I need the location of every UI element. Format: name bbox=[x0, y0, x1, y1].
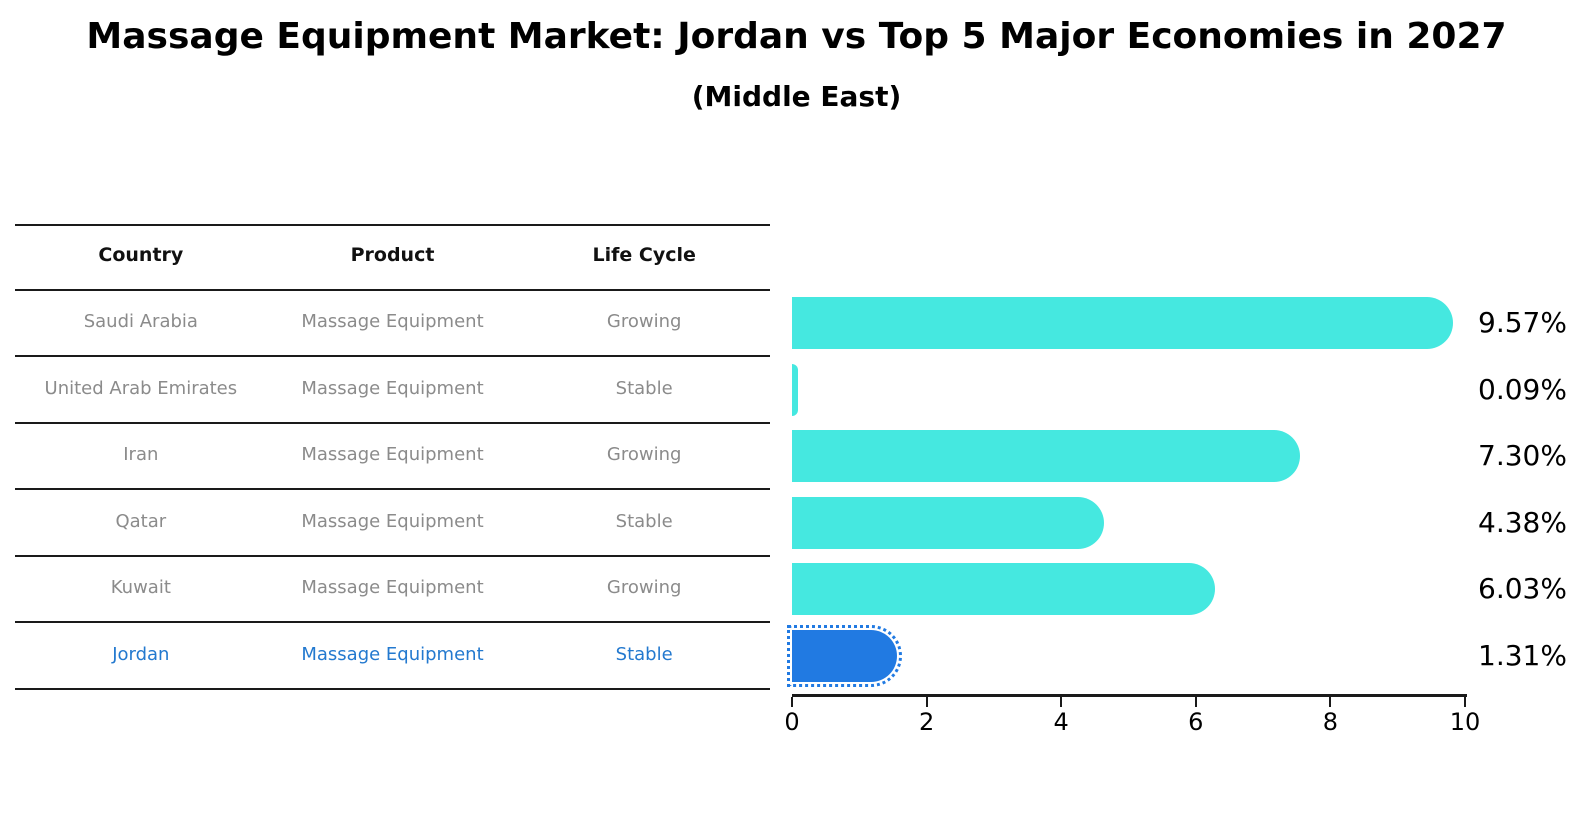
table-separator-line bbox=[15, 355, 770, 357]
table-cell-country: Kuwait bbox=[110, 577, 171, 598]
table-cell-life-cycle: Growing bbox=[606, 444, 682, 465]
x-tick-mark bbox=[1329, 697, 1332, 707]
x-tick-label: 8 bbox=[1322, 708, 1339, 736]
table-cell-country: Saudi Arabia bbox=[83, 311, 198, 332]
table-separator-line bbox=[15, 422, 770, 424]
bar-value-label: 9.57% bbox=[1478, 306, 1567, 339]
x-tick-mark bbox=[925, 697, 928, 707]
table-cell-country: Qatar bbox=[115, 511, 167, 532]
x-axis-line bbox=[792, 694, 1467, 697]
chart-title: Massage Equipment Market: Jordan vs Top … bbox=[86, 16, 1507, 57]
table-cell-product: Massage Equipment bbox=[301, 378, 484, 399]
x-tick-mark bbox=[1464, 697, 1466, 707]
table-row: Jordan Massage Equipment Stable bbox=[15, 644, 770, 665]
table-cell-life-cycle: Stable bbox=[615, 644, 673, 665]
table-row: Qatar Massage Equipment Stable bbox=[15, 511, 770, 532]
table-cell-product: Massage Equipment bbox=[301, 444, 484, 465]
table-cell-country: Jordan bbox=[112, 644, 170, 665]
bar-value-label: 1.31% bbox=[1478, 639, 1567, 672]
x-tick-label: 4 bbox=[1053, 708, 1069, 736]
x-tick-label: 6 bbox=[1188, 708, 1204, 736]
table-cell-country: Iran bbox=[123, 444, 159, 465]
table-separator-line bbox=[15, 224, 770, 226]
table-separator-line bbox=[15, 488, 770, 490]
bar-saudi-arabia bbox=[792, 297, 1454, 349]
column-header-product: Product bbox=[350, 244, 435, 266]
table-cell-life-cycle: Stable bbox=[615, 378, 673, 399]
bar-kuwait bbox=[792, 563, 1215, 615]
table-cell-product: Massage Equipment bbox=[301, 311, 484, 332]
table-separator-line bbox=[15, 555, 770, 557]
bar-jordan bbox=[786, 625, 903, 687]
table-row: Kuwait Massage Equipment Growing bbox=[15, 577, 770, 598]
table-cell-life-cycle: Growing bbox=[606, 577, 682, 598]
bar-value-label: 6.03% bbox=[1478, 572, 1567, 605]
column-header-country: Country bbox=[98, 244, 184, 266]
x-tick-label: 0 bbox=[784, 708, 800, 736]
bar-value-label: 0.09% bbox=[1478, 373, 1567, 406]
table-cell-product: Massage Equipment bbox=[301, 511, 484, 532]
table-row: Iran Massage Equipment Growing bbox=[15, 444, 770, 465]
table-separator-line bbox=[15, 621, 770, 623]
bar-iran bbox=[792, 430, 1301, 482]
table-cell-life-cycle: Growing bbox=[606, 311, 682, 332]
x-tick-label: 10 bbox=[1449, 708, 1481, 736]
bar-value-label: 4.38% bbox=[1478, 506, 1567, 539]
bar-qatar bbox=[792, 497, 1104, 549]
x-tick-mark bbox=[1060, 697, 1063, 707]
table-separator-line bbox=[15, 688, 770, 690]
table-cell-country: United Arab Emirates bbox=[44, 378, 238, 399]
table-cell-product: Massage Equipment bbox=[301, 644, 484, 665]
column-header-life-cycle: Life Cycle bbox=[592, 244, 696, 266]
table-separator-line bbox=[15, 289, 770, 291]
chart-subtitle: (Middle East) bbox=[691, 80, 902, 113]
x-tick-mark bbox=[1194, 697, 1197, 707]
bar-value-label: 7.30% bbox=[1478, 439, 1567, 472]
x-tick-mark bbox=[791, 697, 793, 707]
table-row: Saudi Arabia Massage Equipment Growing bbox=[15, 311, 770, 332]
bar-united-arab-emirates bbox=[792, 364, 799, 416]
table-header-row: Country Product Life Cycle bbox=[15, 244, 770, 266]
x-tick-label: 2 bbox=[918, 708, 935, 736]
table-cell-life-cycle: Stable bbox=[615, 511, 673, 532]
table-row: United Arab Emirates Massage Equipment S… bbox=[15, 378, 770, 399]
table-cell-product: Massage Equipment bbox=[301, 577, 484, 598]
